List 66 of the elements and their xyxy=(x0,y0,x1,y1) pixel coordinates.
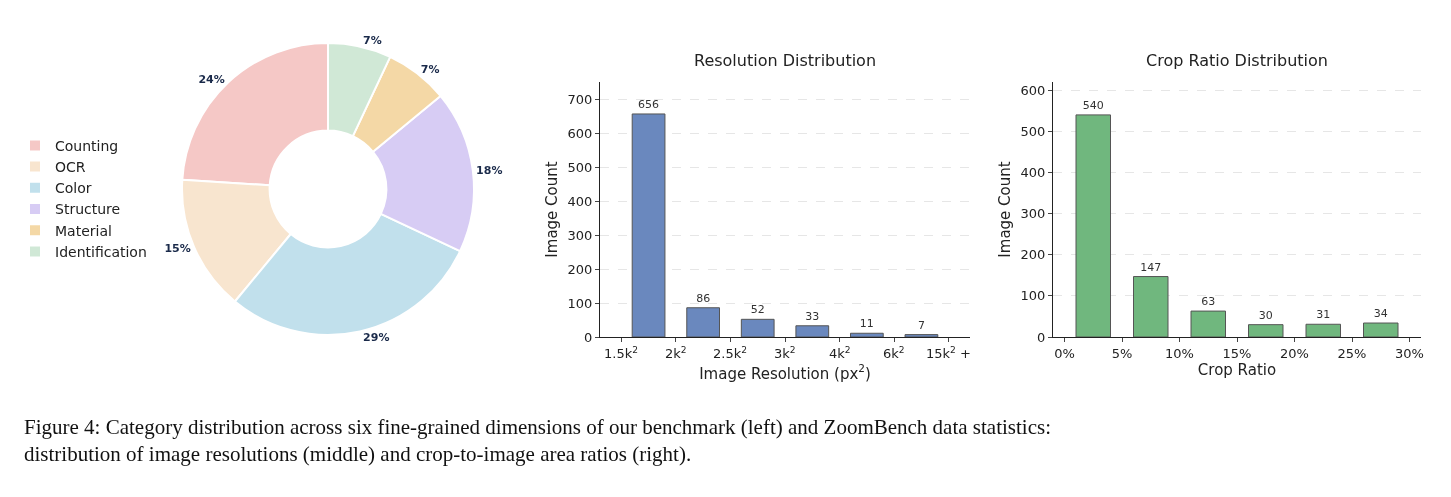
data-label: 7% xyxy=(420,63,440,77)
x-axis-title: Crop Ratio xyxy=(1197,360,1277,379)
y-tick-label: 400 xyxy=(1020,165,1046,181)
data-label: 31 xyxy=(1316,308,1331,322)
data-label: 656 xyxy=(638,97,660,111)
chart-title: Crop Ratio Distribution xyxy=(1146,51,1328,70)
y-tick-label: 0 xyxy=(584,329,593,345)
y-tick-label: 300 xyxy=(567,227,593,243)
data-label: 18% xyxy=(476,164,503,178)
x-tick-label: 25% xyxy=(1337,345,1367,361)
data-label: 52 xyxy=(750,303,765,317)
data-label: 30 xyxy=(1258,308,1273,322)
legend-label: Structure xyxy=(55,201,121,218)
x-tick-label: 0% xyxy=(1054,345,1075,361)
bar xyxy=(849,332,884,337)
y-tick-label: 100 xyxy=(567,295,593,311)
data-label: 86 xyxy=(696,291,711,305)
text: 4k$^{2}$ xyxy=(829,345,851,362)
x-tick-label: 10% xyxy=(1165,345,1194,361)
x-axis-title: Image Resolution (px$^{2}$) xyxy=(699,362,871,383)
legend-label: OCR xyxy=(55,159,86,176)
y-tick-label: 500 xyxy=(1020,123,1046,139)
y-tick-label: 600 xyxy=(1020,82,1046,98)
data-label: 11 xyxy=(859,317,874,331)
y-tick-label: 200 xyxy=(1020,247,1046,263)
text: 3k$^{2}$ xyxy=(774,345,796,362)
legend-label: Material xyxy=(55,222,112,239)
data-label: 24% xyxy=(198,72,225,86)
bar xyxy=(904,334,939,337)
x-tick-label: 30% xyxy=(1395,345,1424,361)
data-label: 33 xyxy=(805,309,820,323)
data-label: 147 xyxy=(1140,260,1162,274)
legend-label: Color xyxy=(55,180,92,197)
text: 1.5k$^{2}$ xyxy=(604,345,638,362)
data-label: 29% xyxy=(363,331,390,345)
legend-label: Identification xyxy=(55,243,147,260)
y-tick-label: 400 xyxy=(567,193,593,209)
data-label: 15% xyxy=(164,241,191,255)
y-tick-label: 700 xyxy=(567,91,593,107)
data-label: 34 xyxy=(1373,307,1388,321)
x-tick-label: 20% xyxy=(1280,345,1309,361)
y-tick-label: 300 xyxy=(1020,206,1046,222)
data-label: 7 xyxy=(917,318,925,332)
y-axis-title: Image Count xyxy=(995,161,1014,258)
y-tick-label: 100 xyxy=(1020,288,1046,304)
data-label: 7% xyxy=(363,33,382,47)
bar xyxy=(795,325,830,337)
bar xyxy=(631,113,666,337)
y-tick-label: 500 xyxy=(567,159,593,175)
text: 15k$^{2}$ + xyxy=(926,345,971,362)
chart-title: Resolution Distribution xyxy=(694,51,877,70)
caption: Figure 4: Category distribution across six fine-grained dimensions of our benchmark (left) and ZoomBench data statistics: distribution of image resolutions (middle) and crop-to-image area ratios (right). xyxy=(24,415,1052,467)
data-label: 540 xyxy=(1082,98,1104,112)
x-tick-label: 5% xyxy=(1111,345,1133,361)
data-label: 63 xyxy=(1201,295,1216,309)
y-tick-label: 600 xyxy=(567,125,593,141)
y-tick-label: 0 xyxy=(1037,329,1046,345)
y-tick-label: 200 xyxy=(567,261,593,277)
bar xyxy=(740,318,775,337)
text: 2k$^{2}$ xyxy=(665,345,687,362)
legend-label: Counting xyxy=(55,137,119,154)
y-axis-title: Image Count xyxy=(542,161,561,258)
x-tick-label: 15% xyxy=(1222,345,1252,361)
text: 2.5k$^{2}$ xyxy=(713,345,747,362)
bar xyxy=(686,307,721,337)
text: 6k$^{2}$ xyxy=(883,345,905,362)
